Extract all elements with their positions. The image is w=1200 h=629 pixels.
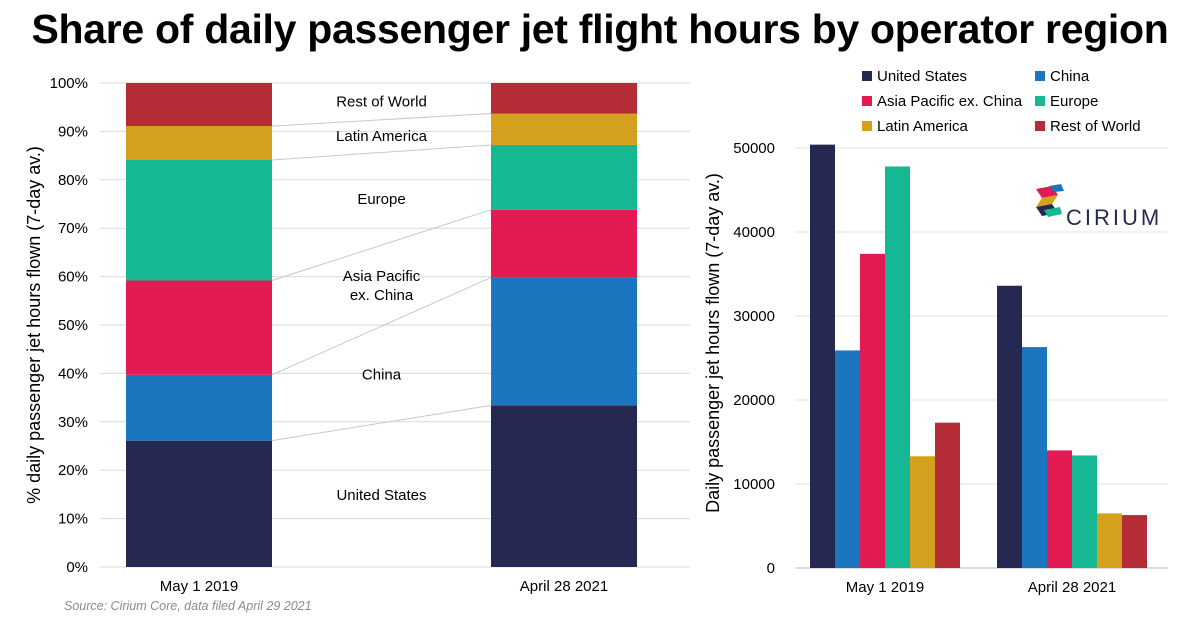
right-bar	[1097, 513, 1122, 568]
left-y-tick-label: 50%	[58, 317, 88, 334]
left-x-tick-label: April 28 2021	[520, 578, 608, 595]
right-bar	[1022, 347, 1047, 568]
left-x-tick-labels: May 1 2019 April 28 2021	[160, 578, 608, 595]
left-y-tick-label: 20%	[58, 462, 88, 479]
right-y-tick-label: 40000	[733, 224, 775, 241]
left-bar-segment	[126, 440, 272, 567]
left-y-tick-label: 80%	[58, 172, 88, 189]
left-segment-label: Latin America	[336, 128, 428, 145]
right-bar	[810, 144, 835, 568]
left-connector-line	[271, 209, 492, 281]
legend-label: China	[1050, 68, 1090, 85]
left-bar-segment	[491, 277, 637, 406]
source-note: Source: Cirium Core, data filed April 29…	[64, 599, 312, 613]
left-bar-segment	[491, 405, 637, 567]
left-bar-segment	[491, 83, 637, 114]
page-title: Share of daily passenger jet flight hour…	[31, 6, 1169, 52]
right-bar	[885, 166, 910, 569]
left-y-tick-label: 0%	[66, 559, 88, 576]
right-y-tick-label: 50000	[733, 140, 775, 157]
right-bar	[1122, 515, 1147, 568]
left-segment-label: United States	[336, 487, 426, 504]
cirium-logo: CIRIUM	[1036, 184, 1162, 230]
left-segment-label: Europe	[357, 191, 405, 208]
right-bar	[935, 422, 960, 568]
left-segment-labels: United States China Asia Pacific ex. China E…	[336, 93, 428, 504]
right-x-tick-labels: May 1 2019 April 28 2021	[846, 579, 1116, 596]
left-stacked-bars	[126, 83, 637, 567]
legend-swatch	[862, 71, 872, 81]
right-y-tick-label: 20000	[733, 392, 775, 409]
legend-item: Latin America	[862, 118, 969, 135]
left-connector-line	[271, 404, 492, 442]
cirium-logo-mark-icon	[1036, 184, 1064, 217]
left-y-tick-label: 70%	[58, 220, 88, 237]
left-connector-line	[271, 112, 492, 127]
legend-label: Asia Pacific ex. China	[877, 93, 1023, 110]
right-bar	[1047, 450, 1072, 568]
left-y-tick-label: 100%	[50, 75, 88, 92]
legend-swatch	[1035, 121, 1045, 131]
right-y-tick-label: 30000	[733, 308, 775, 325]
left-segment-label: China	[362, 367, 402, 384]
stacked-share-chart: 0% 10% 20% 30% 40% 50% 60% 70% 80% 90% 100% May 1 …	[24, 75, 690, 595]
right-y-tick-label: 10000	[733, 476, 775, 493]
legend-item: China	[1035, 68, 1090, 85]
left-connector-line	[271, 144, 492, 161]
left-y-tick-label: 60%	[58, 269, 88, 286]
legend-item: Europe	[1035, 93, 1098, 110]
legend-item: Asia Pacific ex. China	[862, 93, 1023, 110]
right-bar	[1072, 455, 1097, 568]
left-bar-segment	[126, 374, 272, 441]
legend-swatch	[1035, 96, 1045, 106]
right-y-tick-label: 0	[767, 560, 775, 577]
left-y-tick-label: 30%	[58, 414, 88, 431]
left-segment-label: Rest of World	[336, 93, 427, 110]
right-x-tick-label: April 28 2021	[1028, 579, 1116, 596]
right-bar	[910, 456, 935, 568]
legend-label: Latin America	[877, 118, 969, 135]
left-y-tick-label: 40%	[58, 365, 88, 382]
right-bar	[997, 285, 1022, 568]
legend-item: Rest of World	[1035, 118, 1141, 135]
right-y-tick-labels: 0 10000 20000 30000 40000 50000	[733, 140, 775, 577]
left-x-tick-label: May 1 2019	[160, 578, 238, 595]
left-y-tick-label: 90%	[58, 123, 88, 140]
left-bar-segment	[491, 144, 637, 210]
legend-swatch	[862, 121, 872, 131]
left-bar-segment	[126, 280, 272, 375]
left-bar-segment	[491, 113, 637, 145]
left-segment-label: Asia Pacific ex. China	[343, 268, 421, 304]
right-legend: United States China Asia Pacific ex. China…	[862, 68, 1141, 135]
left-bar-segment	[491, 209, 637, 278]
grouped-hours-chart: 0 10000 20000 30000 40000 50000 May 1 2019 Apr…	[703, 68, 1168, 596]
left-bar-segment	[126, 159, 272, 281]
left-bar-segment	[126, 83, 272, 127]
right-bar	[835, 350, 860, 568]
left-connector-line	[271, 277, 492, 376]
left-bar-segment	[126, 126, 272, 160]
left-y-axis-label: % daily passenger jet hours flown (7-day…	[24, 146, 44, 504]
right-x-tick-label: May 1 2019	[846, 579, 924, 596]
legend-swatch	[1035, 71, 1045, 81]
legend-item: United States	[862, 68, 967, 85]
right-bar	[860, 253, 885, 568]
legend-label: United States	[877, 68, 967, 85]
legend-swatch	[862, 96, 872, 106]
right-y-axis-label: Daily passenger jet hours flown (7-day a…	[703, 173, 723, 513]
left-y-tick-labels: 0% 10% 20% 30% 40% 50% 60% 70% 80% 90% 100%	[50, 75, 88, 576]
cirium-logo-text: CIRIUM	[1066, 205, 1162, 230]
legend-label: Europe	[1050, 93, 1098, 110]
legend-label: Rest of World	[1050, 118, 1141, 135]
right-grouped-bars	[810, 144, 1147, 569]
left-connector-lines	[271, 112, 492, 442]
left-y-tick-label: 10%	[58, 511, 88, 528]
